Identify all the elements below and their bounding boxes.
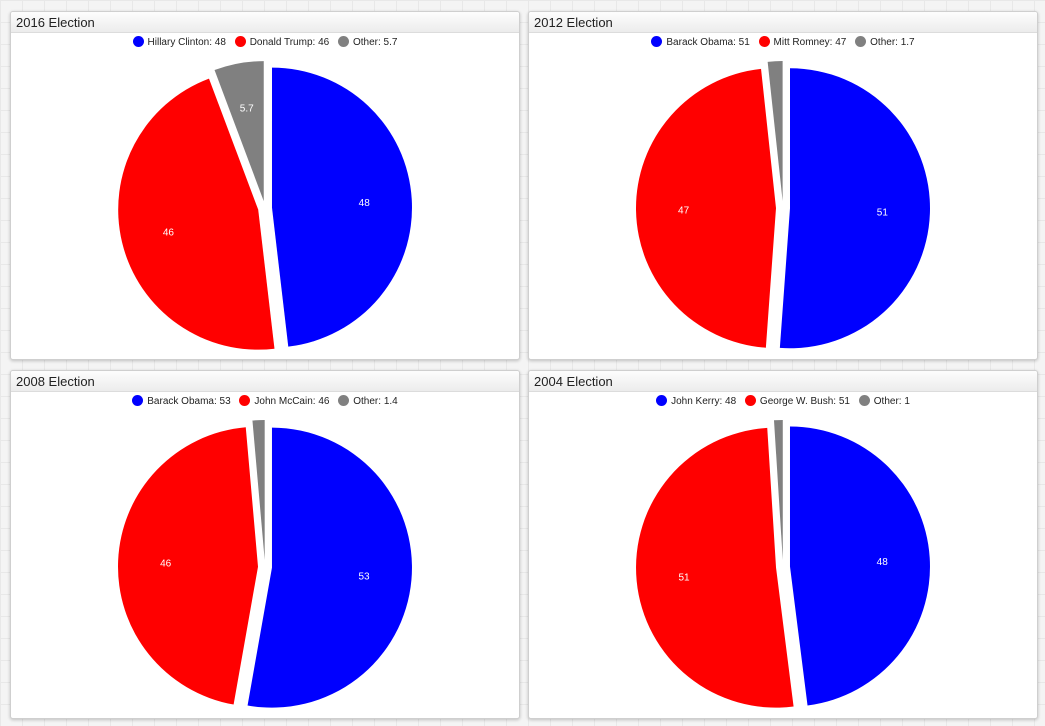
pie-slice-john-mccain[interactable] [118, 427, 259, 705]
pie-chart-2008: 53 46 [118, 420, 412, 708]
legend-item-kerry[interactable]: John Kerry: 48 [656, 395, 736, 408]
chart-panel-2008: 2008 Election Barack Obama: 53 John McCa… [10, 370, 520, 719]
data-label: 46 [163, 227, 175, 238]
legend-item-other[interactable]: Other: 5.7 [337, 36, 398, 49]
legend-swatch [758, 36, 770, 47]
legend-swatch [132, 36, 144, 47]
panel-title: 2004 Election [529, 371, 1037, 392]
pie-chart-2016: 48 46 5.7 [118, 61, 412, 350]
legend-label: Barack Obama: 53 [147, 396, 231, 407]
legend-swatch [656, 395, 668, 406]
legend-swatch [338, 395, 350, 406]
legend-swatch [855, 36, 867, 47]
legend-item-clinton[interactable]: Hillary Clinton: 48 [132, 36, 226, 49]
legend: Hillary Clinton: 48 Donald Trump: 46 Oth… [11, 36, 519, 49]
data-label: 53 [358, 572, 370, 583]
panel-title: 2012 Election [529, 12, 1037, 33]
pie-slice-barack-obama[interactable] [247, 427, 412, 708]
legend-swatch [132, 395, 144, 406]
data-label: 47 [678, 206, 690, 217]
legend-item-obama[interactable]: Barack Obama: 53 [132, 395, 231, 408]
legend-swatch [234, 36, 246, 47]
pie-slice-other[interactable] [214, 61, 264, 202]
data-label: 48 [877, 557, 889, 568]
legend-item-other[interactable]: Other: 1.7 [855, 36, 915, 49]
legend-item-other[interactable]: Other: 1.4 [338, 395, 398, 408]
legend-label: Mitt Romney: 47 [773, 37, 847, 48]
panel-title: 2008 Election [11, 371, 519, 392]
legend-swatch [858, 395, 870, 406]
pie-chart-2012: 51 47 [636, 61, 930, 349]
legend-item-trump[interactable]: Donald Trump: 46 [234, 36, 330, 49]
data-label: 48 [359, 198, 371, 209]
pie-slice-other[interactable] [767, 61, 783, 202]
legend-label: Other: 1 [873, 396, 910, 407]
panel-title: 2016 Election [11, 12, 519, 33]
legend: John Kerry: 48 George W. Bush: 51 Other:… [529, 395, 1037, 408]
legend-label: Barack Obama: 51 [666, 37, 750, 48]
legend-item-mccain[interactable]: John McCain: 46 [239, 395, 329, 408]
pie-slice-mitt-romney[interactable] [636, 68, 777, 348]
pie-slice-hillary-clinton[interactable] [271, 67, 412, 347]
legend-label: Other: 1.7 [870, 37, 915, 48]
chart-panel-2012: 2012 Election Barack Obama: 51 Mitt Romn… [528, 11, 1038, 360]
pie-chart-2004: 48 51 [636, 420, 930, 708]
pie-slice-donald-trump[interactable] [118, 78, 275, 350]
pie-slice-george-w-bush[interactable] [636, 427, 794, 708]
legend-swatch [337, 36, 349, 47]
legend-label: Hillary Clinton: 48 [147, 37, 226, 48]
legend-swatch [651, 36, 663, 47]
data-label: 5.7 [240, 103, 254, 114]
legend: Barack Obama: 51 Mitt Romney: 47 Other: … [529, 36, 1037, 49]
pie-slice-other[interactable] [773, 420, 783, 561]
chart-panel-2016: 2016 Election Hillary Clinton: 48 Donald… [10, 11, 520, 360]
legend-label: Donald Trump: 46 [249, 37, 330, 48]
pie-slice-barack-obama[interactable] [779, 68, 930, 349]
pie-slice-other[interactable] [252, 420, 265, 561]
legend-label: John McCain: 46 [254, 396, 330, 407]
legend-swatch [744, 395, 756, 406]
legend-label: Other: 1.4 [353, 396, 398, 407]
data-label: 46 [160, 559, 172, 570]
legend: Barack Obama: 53 John McCain: 46 Other: … [11, 395, 519, 408]
chart-panel-2004: 2004 Election John Kerry: 48 George W. B… [528, 370, 1038, 719]
legend-item-bush[interactable]: George W. Bush: 51 [744, 395, 850, 408]
legend-label: John Kerry: 48 [671, 396, 737, 407]
data-label: 51 [678, 572, 690, 583]
legend-label: George W. Bush: 51 [759, 396, 850, 407]
legend-item-obama[interactable]: Barack Obama: 51 [651, 36, 750, 49]
pie-slice-john-kerry[interactable] [789, 426, 930, 706]
legend-item-romney[interactable]: Mitt Romney: 47 [758, 36, 847, 49]
legend-item-other[interactable]: Other: 1 [858, 395, 910, 408]
data-label: 51 [877, 208, 889, 219]
legend-swatch [239, 395, 251, 406]
legend-label: Other: 5.7 [352, 37, 398, 48]
